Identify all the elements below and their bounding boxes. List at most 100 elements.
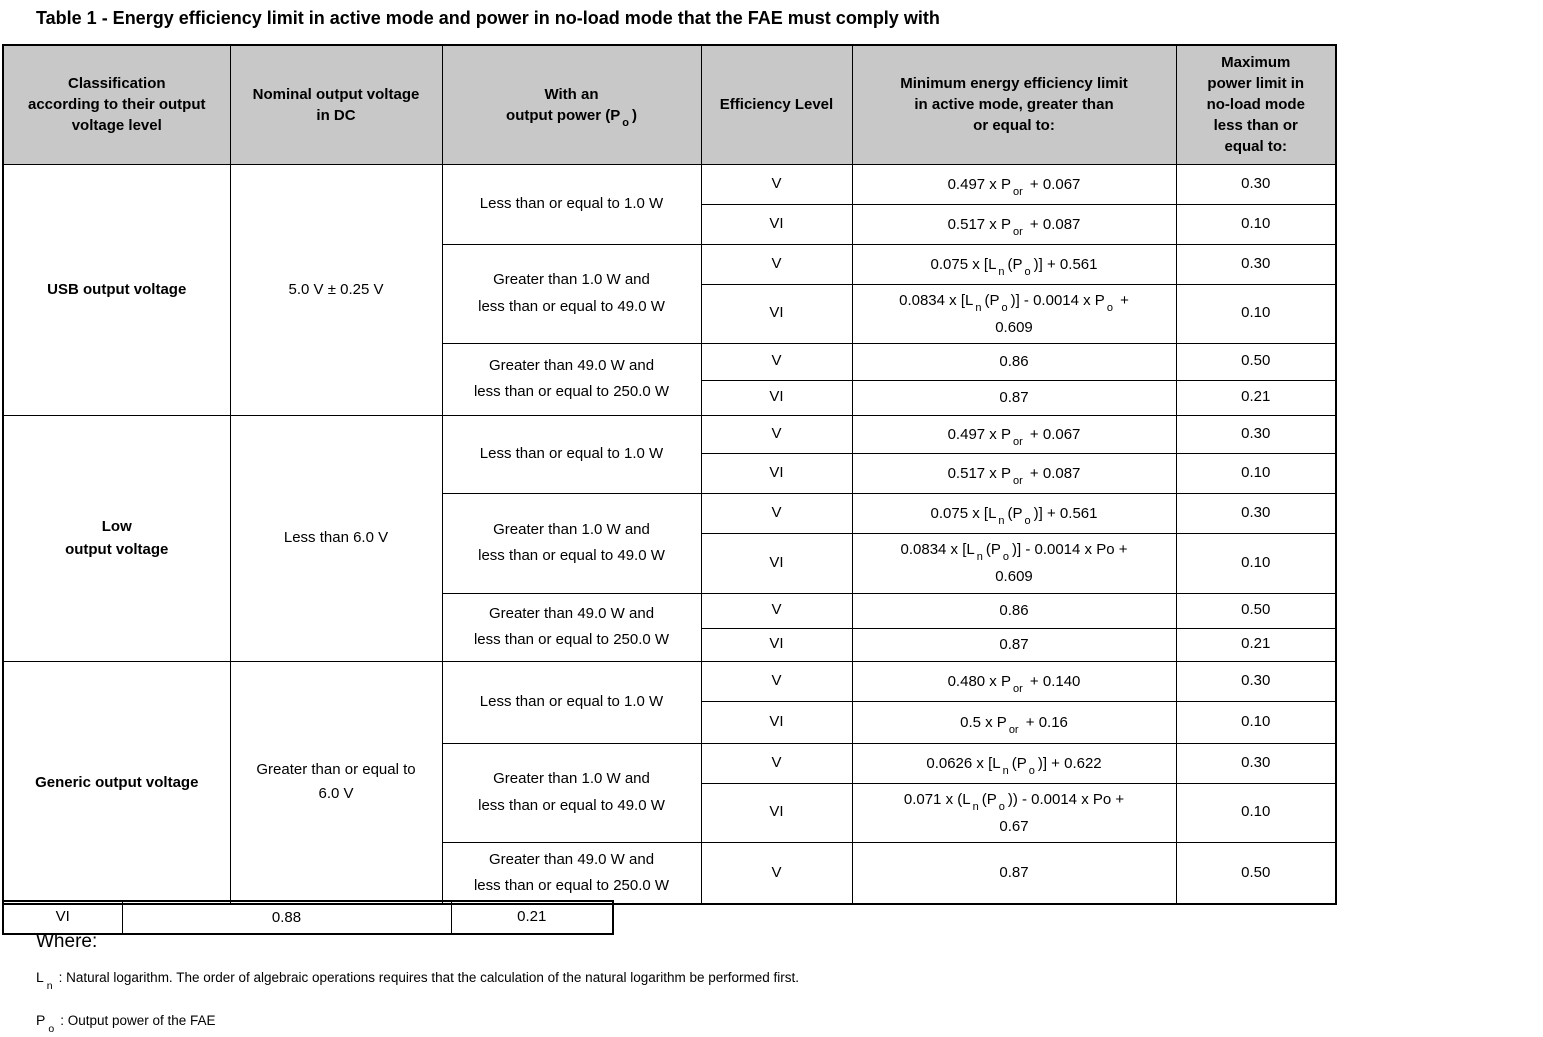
formula-cell: 0.87: [851, 627, 1177, 662]
footnote-subscript: o: [48, 1023, 55, 1035]
max-power-cell: 0.10: [1175, 700, 1337, 744]
table-row: Greater than 49.0 W and less than or equa…: [3, 592, 1337, 662]
efficiency-level-cell: V: [700, 742, 853, 784]
header-row: Classification according to their output v…: [2, 44, 1337, 165]
table-row: VI 0.88 0.21: [2, 900, 614, 935]
max-power-cell: 0.30: [1175, 163, 1337, 205]
max-power-cell: 0.10: [1175, 452, 1337, 494]
efficiency-level-cell: VI: [700, 532, 853, 594]
nominal-voltage-cell: Greater than or equal to 6.0 V: [229, 660, 443, 905]
classification-cell-usb: USB output voltage: [2, 163, 231, 416]
formula-cell: 0.075 x [L n (P o)] + 0.561: [851, 243, 1177, 285]
efficiency-level-cell: VI: [700, 700, 853, 744]
overflow-row-table: VI 0.88 0.21: [2, 900, 614, 935]
max-power-cell: 0.10: [1175, 283, 1337, 344]
efficiency-table: Classification according to their output v…: [2, 44, 1337, 905]
formula-cell: 0.0834 x [L n (P o)] - 0.0014 x Po +0.609: [851, 532, 1177, 594]
footnote-text: : Output power of the FAE: [60, 1013, 216, 1028]
formula-cell: 0.88: [121, 900, 452, 935]
classification-cell-low: Low output voltage: [2, 414, 231, 662]
power-range-cell: Less than or equal to 1.0 W: [441, 660, 702, 744]
efficiency-level-cell: VI: [2, 900, 123, 935]
power-range-cell: Less than or equal to 1.0 W: [441, 414, 702, 494]
formula-cell: 0.075 x [L n (P o)] + 0.561: [851, 492, 1177, 534]
nominal-voltage-cell: 5.0 V ± 0.25 V: [229, 163, 443, 416]
page-title: Table 1 - Energy efficiency limit in act…: [36, 8, 940, 28]
efficiency-level-cell: VI: [700, 203, 853, 245]
power-range-cell: Greater than 49.0 W and less than or equa…: [441, 342, 702, 416]
power-range-cell: Greater than 1.0 W and less than or equal…: [441, 492, 702, 594]
footnote-subscript: n: [46, 980, 53, 992]
max-power-cell: 0.30: [1175, 492, 1337, 534]
efficiency-level-cell: V: [700, 243, 853, 285]
header-efficiency-level: Efficiency Level: [700, 44, 853, 165]
header-nominal-voltage: Nominal output voltage in DC: [229, 44, 443, 165]
efficiency-level-cell: V: [700, 414, 853, 454]
max-power-cell: 0.10: [1175, 782, 1337, 843]
table-row: Greater than 49.0 W and less than or equa…: [3, 342, 1337, 416]
header-max-power: Maximum power limit in no-load mode less th…: [1175, 44, 1337, 165]
efficiency-level-cell: VI: [700, 379, 853, 416]
table-row: VI 0.0834 x [L n (P o)] - 0.0014 x Po +0.60…: [3, 532, 1337, 594]
table-row: Generic output voltage Greater than or e…: [2, 660, 1337, 905]
formula-cell: 0.86: [851, 592, 1177, 629]
power-range-cell: Greater than 49.0 W and less than or equa…: [441, 841, 702, 905]
efficiency-level-cell: V: [700, 841, 853, 905]
header-min-efficiency: Minimum energy efficiency limit in active…: [851, 44, 1177, 165]
max-power-cell: 0.50: [1175, 342, 1337, 381]
power-range-cell: Greater than 1.0 W and less than or equal…: [441, 243, 702, 344]
nominal-voltage-cell: Less than 6.0 V: [229, 414, 443, 662]
table-row: Low output voltage Less than 6.0 V Less t…: [2, 414, 1337, 662]
footnote-natural-log: Ln : Natural logarithm. The order of alge…: [36, 969, 800, 991]
max-power-cell: 0.50: [1175, 592, 1337, 629]
classification-cell-generic: Generic output voltage: [2, 660, 231, 905]
footnote-symbol: L: [36, 969, 44, 985]
efficiency-level-cell: VI: [700, 782, 853, 843]
max-power-cell: 0.30: [1175, 414, 1337, 454]
formula-cell: 0.86: [851, 342, 1177, 381]
max-power-cell: 0.21: [1175, 627, 1337, 662]
table-row: Greater than 49.0 W and less than or equa…: [3, 841, 1337, 905]
efficiency-level-cell: VI: [700, 627, 853, 662]
power-range-cell: Less than or equal to 1.0 W: [441, 163, 702, 245]
header-classification: Classification according to their output v…: [2, 44, 231, 165]
table-row: Greater than 1.0 W and less than or equal…: [3, 243, 1337, 344]
formula-cell: 0.87: [851, 379, 1177, 416]
formula-cell: 0.071 x (L n (P o)) - 0.0014 x Po +0.67: [851, 782, 1177, 843]
header-output-power: With an output power (P o): [441, 44, 702, 165]
where-label: Where:: [36, 931, 98, 952]
efficiency-level-cell: V: [700, 492, 853, 534]
power-range-cell: Greater than 1.0 W and less than or equal…: [441, 742, 702, 843]
formula-cell: 0.0626 x [L n (P o)] + 0.622: [851, 742, 1177, 784]
max-power-cell: 0.21: [450, 900, 614, 935]
max-power-cell: 0.21: [1175, 379, 1337, 416]
max-power-cell: 0.10: [1175, 532, 1337, 594]
table-row: USB output voltage 5.0 V ± 0.25 V Less t…: [2, 163, 1337, 416]
efficiency-level-cell: VI: [700, 283, 853, 344]
footnote-text: : Natural logarithm. The order of algebr…: [58, 970, 800, 985]
efficiency-level-cell: V: [700, 660, 853, 702]
max-power-cell: 0.50: [1175, 841, 1337, 905]
table-row: VI 0.87 0.21: [3, 379, 1337, 416]
efficiency-level-cell: V: [700, 163, 853, 205]
efficiency-level-cell: V: [700, 592, 853, 629]
formula-cell: 0.87: [851, 841, 1177, 905]
footnote-symbol: P: [36, 1012, 46, 1028]
table-row: VI 0.87 0.21: [3, 627, 1337, 662]
max-power-cell: 0.10: [1175, 203, 1337, 245]
max-power-cell: 0.30: [1175, 243, 1337, 285]
max-power-cell: 0.30: [1175, 660, 1337, 702]
power-range-cell: Greater than 49.0 W and less than or equa…: [441, 592, 702, 662]
efficiency-level-cell: V: [700, 342, 853, 381]
efficiency-level-cell: VI: [700, 452, 853, 494]
